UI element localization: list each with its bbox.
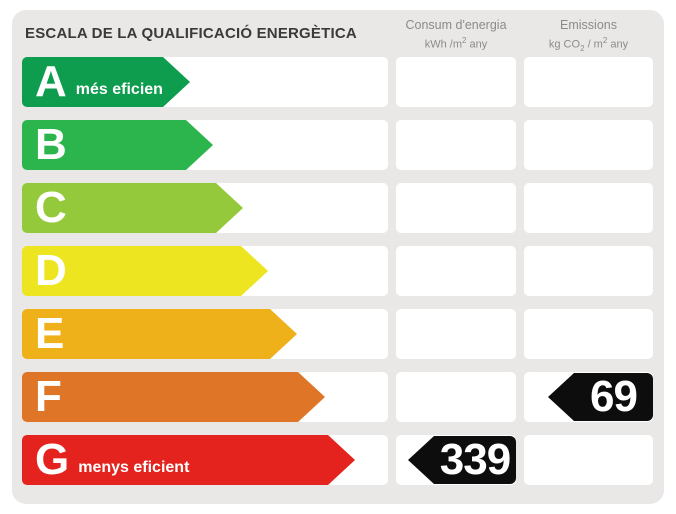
consum-cell-g: 339 xyxy=(396,435,516,485)
consum-cell-e xyxy=(396,309,516,359)
header-gap xyxy=(516,10,524,57)
energy-scale-panel: ESCALA DE LA QUALIFICACIÓ ENERGÈTICA Con… xyxy=(12,10,664,504)
rating-letter: A xyxy=(35,57,67,106)
column-header-emissions: Emissions kg CO2 / m2 any xyxy=(524,10,653,57)
rating-letter: E xyxy=(35,309,65,358)
rating-arrow-b: B xyxy=(22,120,213,170)
rating-track-c: C xyxy=(22,183,388,233)
consum-value-arrow: 339 xyxy=(408,436,516,484)
rating-track-a: A més eficient xyxy=(22,57,388,107)
rating-arrow-body: E xyxy=(22,309,270,359)
arrow-tip-icon xyxy=(186,120,213,170)
rating-arrow-body: B xyxy=(22,120,186,170)
rating-letter: B xyxy=(35,120,67,169)
arrow-tip-icon xyxy=(328,435,355,485)
emissions-cell-a xyxy=(524,57,653,107)
consum-cell-c xyxy=(396,183,516,233)
value-arrow-tip-icon xyxy=(408,436,434,484)
rating-arrow-body: C xyxy=(22,183,216,233)
page-title: ESCALA DE LA QUALIFICACIÓ ENERGÈTICA xyxy=(25,25,357,42)
scale-row-e: E xyxy=(22,309,653,359)
rating-track-f: F xyxy=(22,372,388,422)
emissions-cell-g xyxy=(524,435,653,485)
rating-arrow-body: F xyxy=(22,372,298,422)
rating-arrow-d: D xyxy=(22,246,268,296)
rating-label: més eficient xyxy=(75,80,163,98)
emissions-cell-c xyxy=(524,183,653,233)
rating-track-b: B xyxy=(22,120,388,170)
consum-header-title: Consum d'energia xyxy=(405,18,507,32)
scale-row-b: B xyxy=(22,120,653,170)
emissions-cell-e xyxy=(524,309,653,359)
emissions-cell-d xyxy=(524,246,653,296)
rating-arrow-c: C xyxy=(22,183,243,233)
rating-letter: C xyxy=(35,183,67,232)
rating-arrow-a: A més eficient xyxy=(22,57,190,107)
column-header-consum: Consum d'energia kWh /m2 any xyxy=(396,10,516,57)
arrow-tip-icon xyxy=(216,183,243,233)
emissions-value-arrow: 69 xyxy=(548,373,653,421)
arrow-tip-icon xyxy=(241,246,268,296)
rating-track-g: G menys eficient xyxy=(22,435,388,485)
scale-row-c: C xyxy=(22,183,653,233)
rating-arrow-e: E xyxy=(22,309,297,359)
rating-arrow-body: G menys eficient xyxy=(22,435,328,485)
consum-header-unit: kWh /m2 any xyxy=(424,36,488,51)
rating-label: menys eficient xyxy=(78,458,190,476)
rating-track-e: E xyxy=(22,309,388,359)
emissions-cell-b xyxy=(524,120,653,170)
scale-row-d: D xyxy=(22,246,653,296)
rating-letter: F xyxy=(35,372,62,421)
rating-letter: D xyxy=(35,246,67,295)
rating-track-d: D xyxy=(22,246,388,296)
rating-arrow-g: G menys eficient xyxy=(22,435,355,485)
scale-row-f: F 69 xyxy=(22,372,653,422)
rating-arrow-body: D xyxy=(22,246,241,296)
consum-cell-d xyxy=(396,246,516,296)
emissions-cell-f: 69 xyxy=(524,372,653,422)
scale-row-a: A més eficient xyxy=(22,57,653,107)
consum-cell-a xyxy=(396,57,516,107)
consum-value: 339 xyxy=(434,436,516,484)
arrow-tip-icon xyxy=(163,57,190,107)
rating-letter: G xyxy=(35,435,70,484)
title-area: ESCALA DE LA QUALIFICACIÓ ENERGÈTICA xyxy=(12,10,396,57)
arrow-tip-icon xyxy=(270,309,297,359)
consum-cell-b xyxy=(396,120,516,170)
rating-arrow-body: A més eficient xyxy=(22,57,163,107)
consum-cell-f xyxy=(396,372,516,422)
rating-arrow-f: F xyxy=(22,372,325,422)
value-arrow-tip-icon xyxy=(548,373,574,421)
emissions-header-title: Emissions xyxy=(560,18,617,32)
arrow-tip-icon xyxy=(298,372,325,422)
emissions-value: 69 xyxy=(574,373,653,421)
scale-rows: A més eficient B xyxy=(12,57,664,485)
emissions-header-unit: kg CO2 / m2 any xyxy=(548,36,629,53)
scale-row-g: G menys eficient 339 xyxy=(22,435,653,485)
header-row: ESCALA DE LA QUALIFICACIÓ ENERGÈTICA Con… xyxy=(12,10,664,57)
